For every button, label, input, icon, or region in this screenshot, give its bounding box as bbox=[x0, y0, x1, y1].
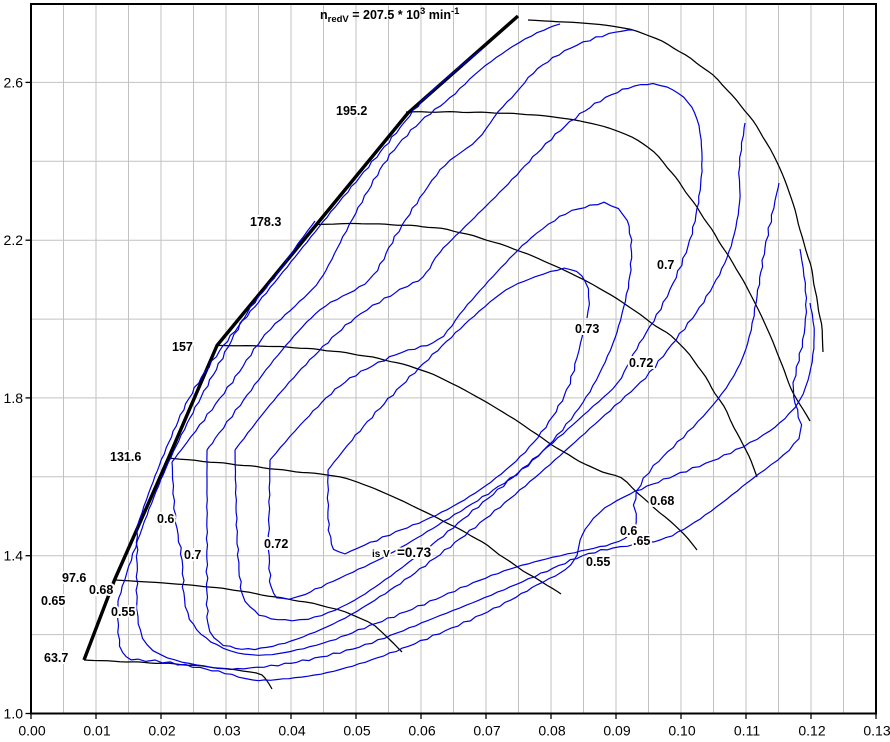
svg-text:0.01: 0.01 bbox=[83, 723, 110, 738]
svg-text:0.00: 0.00 bbox=[18, 723, 45, 738]
svg-text:1.8: 1.8 bbox=[4, 390, 24, 406]
svg-text:195.2: 195.2 bbox=[336, 104, 367, 118]
svg-text:0.6: 0.6 bbox=[157, 512, 174, 526]
svg-text:0.65: 0.65 bbox=[41, 594, 65, 608]
svg-text:0.08: 0.08 bbox=[538, 723, 565, 738]
svg-text:nredV = 207.5 * 103 min-1: nredV = 207.5 * 103 min-1 bbox=[320, 6, 460, 25]
svg-text:0.11: 0.11 bbox=[734, 723, 760, 738]
svg-text:1.0: 1.0 bbox=[4, 706, 24, 722]
svg-text:178.3: 178.3 bbox=[250, 215, 281, 229]
svg-text:0.05: 0.05 bbox=[343, 723, 370, 738]
svg-text:0.06: 0.06 bbox=[408, 723, 435, 738]
svg-text:0.7: 0.7 bbox=[657, 258, 674, 272]
svg-text:=0.73: =0.73 bbox=[397, 545, 432, 560]
svg-text:2.6: 2.6 bbox=[4, 74, 24, 90]
svg-text:0.09: 0.09 bbox=[603, 723, 630, 738]
svg-text:0.03: 0.03 bbox=[213, 723, 240, 738]
svg-text:is V: is V bbox=[372, 549, 390, 560]
svg-text:63.7: 63.7 bbox=[44, 651, 68, 665]
svg-text:0.72: 0.72 bbox=[264, 537, 288, 551]
svg-text:131.6: 131.6 bbox=[110, 450, 141, 464]
svg-text:0.68: 0.68 bbox=[89, 583, 113, 597]
svg-text:0.12: 0.12 bbox=[798, 723, 825, 738]
svg-text:0.55: 0.55 bbox=[586, 555, 610, 569]
svg-text:0.7: 0.7 bbox=[184, 548, 201, 562]
svg-text:0.6: 0.6 bbox=[620, 524, 637, 538]
svg-text:0.04: 0.04 bbox=[278, 723, 305, 738]
svg-text:0.68: 0.68 bbox=[650, 494, 674, 508]
svg-text:157: 157 bbox=[172, 340, 193, 354]
svg-text:2.2: 2.2 bbox=[4, 232, 24, 248]
svg-text:0.07: 0.07 bbox=[473, 723, 500, 738]
svg-text:0.10: 0.10 bbox=[668, 723, 695, 738]
svg-text:1.4: 1.4 bbox=[4, 548, 24, 564]
svg-text:0.73: 0.73 bbox=[575, 322, 599, 336]
svg-text:.65: .65 bbox=[633, 534, 650, 548]
svg-text:0.13: 0.13 bbox=[863, 723, 890, 738]
svg-text:0.02: 0.02 bbox=[148, 723, 175, 738]
svg-text:97.6: 97.6 bbox=[62, 571, 86, 585]
svg-text:0.72: 0.72 bbox=[629, 356, 653, 370]
svg-text:0.55: 0.55 bbox=[111, 605, 135, 619]
